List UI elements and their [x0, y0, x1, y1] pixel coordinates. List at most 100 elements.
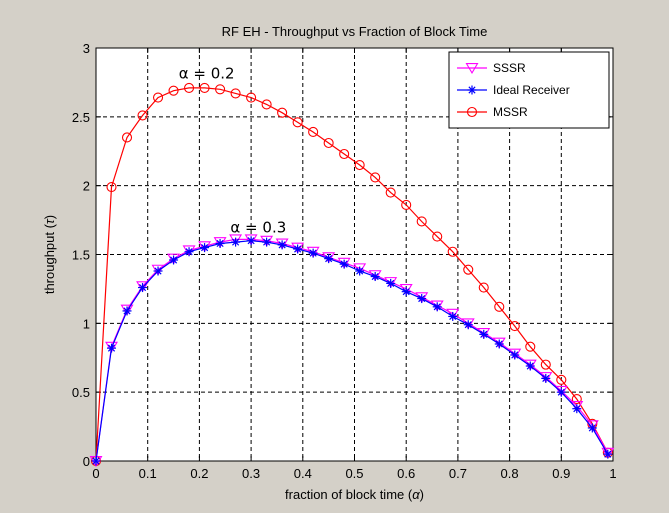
legend-label: MSSR [493, 105, 528, 119]
data-point-triangle [151, 264, 165, 276]
series-layer [89, 82, 615, 468]
data-point-star [339, 259, 349, 269]
data-point-star [448, 311, 458, 321]
data-point-circle [137, 110, 148, 121]
data-point-circle [277, 107, 288, 118]
data-point-circle [184, 82, 195, 93]
legend-item-ideal-receiver: Ideal Receiver [457, 83, 570, 97]
data-point-star [556, 387, 566, 397]
data-point-star [603, 449, 613, 459]
data-point-star [386, 278, 396, 288]
data-point-star [494, 339, 504, 349]
data-point-circle [246, 92, 257, 103]
data-point-star [587, 423, 597, 433]
data-point-star [184, 247, 194, 257]
data-point-star [525, 361, 535, 371]
series-line [95, 238, 609, 462]
y-tick-label: 0.5 [72, 385, 90, 400]
x-tick-label: 0.5 [345, 466, 363, 481]
data-point-star [215, 238, 225, 248]
legend: SSSR Ideal Receiver MSSR [448, 51, 610, 129]
series-line [95, 87, 609, 462]
series-ideal-receiver [91, 236, 613, 466]
data-point-triangle [465, 63, 479, 75]
data-point-circle [416, 216, 427, 227]
data-point-circle [525, 341, 536, 352]
data-point-star [401, 287, 411, 297]
annotation-label: α = 0.2 [179, 64, 235, 82]
y-tick-label: 3 [83, 41, 90, 56]
data-point-circle [447, 246, 458, 257]
data-point-triangle [275, 238, 289, 250]
y-tick-label: 1 [83, 316, 90, 331]
data-point-star [200, 243, 210, 253]
data-point-star [479, 329, 489, 339]
y-axis-label: throughput (τ) [42, 215, 57, 294]
data-point-circle [261, 99, 272, 110]
data-point-star [277, 240, 287, 250]
legend-label: SSSR [493, 61, 526, 75]
data-point-star [262, 237, 272, 247]
data-point-circle [401, 199, 412, 210]
data-point-star [417, 294, 427, 304]
x-tick-label: 0.4 [294, 466, 312, 481]
x-tick-label: 0.2 [190, 466, 208, 481]
data-point-circle [494, 301, 505, 312]
data-point-circle [168, 85, 179, 96]
data-point-star [467, 85, 477, 95]
y-axis-label-symbol: τ [42, 218, 57, 224]
data-point-circle [323, 137, 334, 149]
data-point-circle [292, 117, 303, 128]
data-point-star [355, 266, 365, 276]
data-point-circle [385, 187, 396, 198]
x-axis-label-close: ) [420, 487, 424, 502]
data-point-circle [540, 359, 551, 370]
data-point-star [246, 236, 256, 246]
x-tick-label: 0.1 [139, 466, 157, 481]
data-point-circle [339, 148, 350, 160]
data-point-triangle [136, 281, 149, 293]
data-point-circle [106, 181, 117, 193]
data-point-star [107, 343, 117, 353]
data-point-circle [466, 106, 478, 118]
legend-label: Ideal Receiver [493, 83, 570, 97]
data-point-circle [121, 132, 133, 143]
x-tick-label: 1 [609, 466, 616, 481]
x-tick-label: 0.3 [242, 466, 260, 481]
annotations: α = 0.2 α = 0.3 [179, 64, 287, 236]
data-point-star [541, 373, 551, 383]
data-point-circle [478, 282, 489, 293]
y-tick-label: 0 [83, 454, 90, 469]
data-point-circle [463, 264, 474, 275]
legend-item-mssr: MSSR [457, 105, 528, 119]
data-point-circle [370, 172, 381, 183]
data-point-star [169, 255, 179, 265]
x-axis-label-text: fraction of block time ( [285, 487, 413, 502]
y-tick-label: 1.5 [72, 248, 90, 263]
data-point-circle [354, 159, 365, 171]
data-point-circle [571, 393, 582, 405]
y-tick-label: 2 [83, 179, 90, 194]
data-point-triangle [244, 234, 258, 246]
data-point-star [308, 248, 318, 258]
data-point-star [463, 320, 473, 330]
data-point-star [153, 266, 163, 276]
data-point-triangle [554, 385, 568, 397]
annotation-label: α = 0.3 [230, 218, 286, 236]
x-tick-label: 0.7 [449, 466, 467, 481]
data-point-star [370, 272, 380, 282]
data-point-triangle [260, 235, 274, 247]
axis-ticks: 0 0.1 0.2 0.3 0.4 0.5 0.6 0.7 0.8 0.9 1 0 0.5 1 1.5 2 2.… [72, 41, 617, 481]
data-point-circle [199, 82, 210, 93]
data-point-star [432, 302, 442, 312]
data-point-triangle [601, 447, 615, 459]
data-point-triangle [539, 372, 553, 384]
data-point-circle [308, 126, 319, 138]
x-axis-label: fraction of block time (α) [285, 487, 424, 502]
data-point-circle [509, 321, 520, 332]
data-point-circle [432, 231, 443, 242]
data-point-star [231, 237, 241, 247]
data-point-star [324, 254, 334, 264]
data-point-star [510, 350, 520, 360]
